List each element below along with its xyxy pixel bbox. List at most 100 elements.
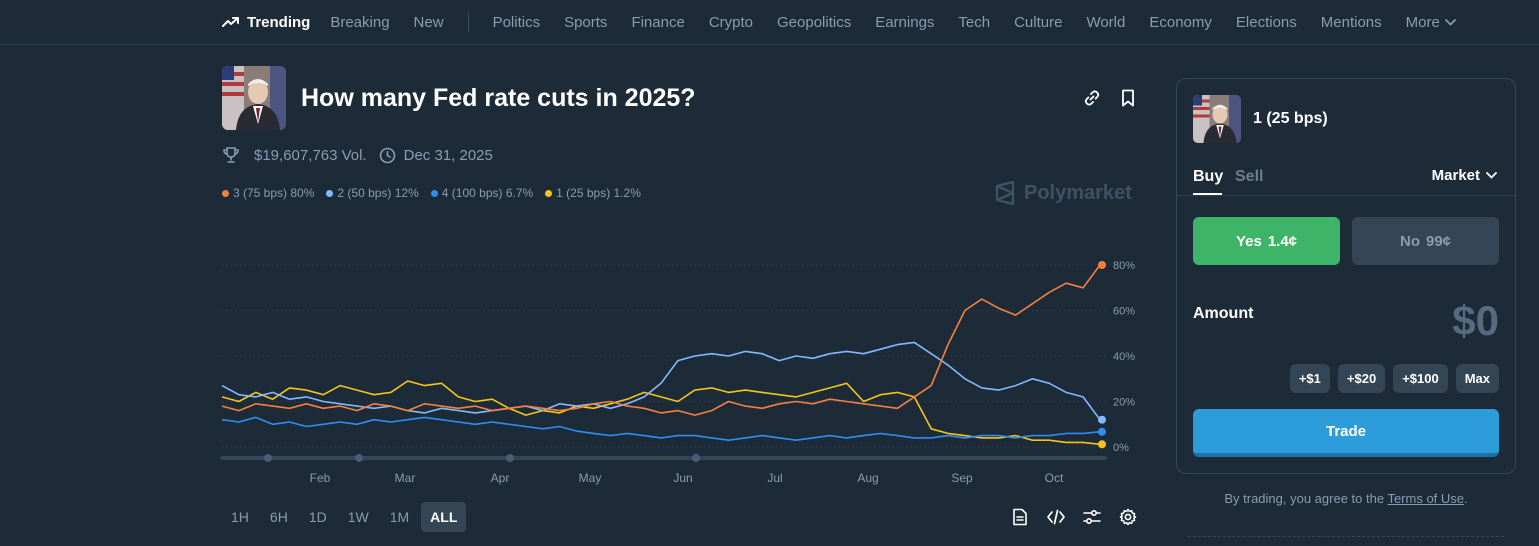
nav-elections[interactable]: Elections	[1235, 13, 1297, 31]
top-nav: Trending Breaking New Politics Sports Fi…	[0, 0, 1539, 45]
panel-bottom-divider	[1188, 536, 1504, 537]
nav-more[interactable]: More	[1406, 14, 1456, 31]
x-tick-label: Oct	[1045, 471, 1064, 485]
nav-trending[interactable]: Trending	[222, 14, 310, 31]
series-end-point	[1098, 261, 1106, 269]
series-line	[221, 380, 1101, 446]
trade-button[interactable]: Trade	[1193, 409, 1499, 457]
nav-sports[interactable]: Sports	[564, 13, 608, 31]
embed-button[interactable]	[1045, 506, 1067, 528]
legend-dot	[222, 189, 229, 197]
x-tick-label: Mar	[395, 471, 416, 485]
no-label: No	[1399, 232, 1420, 250]
trending-icon	[222, 17, 239, 27]
legend-item: 4 (100 bps) 6.7%	[430, 186, 533, 200]
quick-amounts: +$1 +$20 +$100 Max	[1282, 364, 1499, 393]
tab-sell[interactable]: Sell	[1235, 168, 1264, 185]
x-tick-label: Jul	[767, 471, 782, 485]
clock-icon	[379, 147, 395, 163]
nav-politics[interactable]: Politics	[492, 13, 541, 31]
nav-culture[interactable]: Culture	[1014, 13, 1063, 31]
yes-price: 1.4¢	[1267, 232, 1298, 250]
outcome-title: 1 (25 bps)	[1253, 110, 1328, 127]
y-tick-label: 60%	[1113, 306, 1135, 318]
copy-link-button[interactable]	[1081, 87, 1103, 109]
market-end-date: Dec 31, 2025	[403, 146, 493, 164]
legend-dot	[326, 189, 334, 197]
series-end-point	[1098, 440, 1106, 449]
nav-more-label: More	[1405, 13, 1440, 31]
nav-finance[interactable]: Finance	[631, 13, 685, 31]
polymarket-watermark: Polymarket	[994, 181, 1132, 205]
panel-divider	[1177, 195, 1515, 196]
nav-mentions[interactable]: Mentions	[1320, 13, 1382, 31]
x-axis-marker	[692, 454, 700, 462]
nav-earnings[interactable]: Earnings	[875, 13, 935, 31]
amount-label: Amount	[1193, 305, 1254, 322]
terms-prefix: By trading, you agree to the	[1224, 491, 1385, 506]
legend-dot	[545, 189, 553, 197]
nav-breaking[interactable]: Breaking	[330, 13, 390, 31]
time-button-1m[interactable]: 1M	[389, 509, 410, 525]
y-tick-label: 40%	[1113, 351, 1135, 363]
code-icon	[1047, 509, 1065, 525]
time-button-1d[interactable]: 1D	[308, 509, 327, 525]
yes-button[interactable]: Yes 1.4¢	[1193, 217, 1340, 265]
chart-settings-button[interactable]	[1117, 506, 1139, 528]
sliders-icon	[1083, 509, 1101, 525]
portrait-image	[222, 66, 286, 130]
series-line	[221, 264, 1101, 416]
no-button[interactable]: No 99¢	[1352, 217, 1499, 265]
nav-crypto[interactable]: Crypto	[708, 13, 753, 31]
order-type-label: Market	[1431, 167, 1480, 184]
portrait-image	[1193, 95, 1241, 143]
nav-geopolitics[interactable]: Geopolitics	[777, 13, 852, 31]
bookmark-icon	[1122, 89, 1134, 107]
no-price: 99¢	[1425, 232, 1452, 250]
nav-world[interactable]: World	[1086, 13, 1126, 31]
y-tick-label: 0%	[1113, 442, 1129, 454]
document-icon	[1013, 508, 1027, 526]
y-tick-label: 80%	[1113, 260, 1135, 272]
polymarket-logo-icon	[995, 181, 1015, 205]
nav-economy[interactable]: Economy	[1149, 13, 1212, 31]
time-button-1w[interactable]: 1W	[347, 509, 369, 525]
tab-buy-indicator	[1193, 193, 1222, 195]
rules-button[interactable]	[1009, 506, 1031, 528]
outcome-image	[1193, 95, 1241, 143]
price-chart[interactable]: 80% 60% 40% 20% 0% Feb Mar Apr May Jun Jul Aug Sep Oc…	[0, 0, 1160, 500]
x-axis-marker	[264, 454, 272, 462]
legend-dot	[430, 189, 438, 197]
market-meta: $19,607,763 Vol. Dec 31, 2025	[222, 146, 493, 164]
quick-amount-20-button[interactable]: +$20	[1337, 364, 1386, 393]
time-button-1h[interactable]: 1H	[231, 509, 249, 525]
x-tick-label: May	[579, 471, 602, 485]
quick-amount-100-button[interactable]: +$100	[1393, 364, 1448, 393]
nav-new[interactable]: New	[413, 13, 444, 31]
quick-amount-1-button[interactable]: +$1	[1289, 364, 1330, 393]
trade-panel: 1 (25 bps) Buy Sell Market Yes 1.4¢ No 9…	[1176, 78, 1516, 474]
series-end-point	[1098, 415, 1106, 424]
y-tick-label: 20%	[1113, 397, 1135, 409]
chevron-down-icon	[1486, 172, 1497, 179]
time-button-all[interactable]: ALL	[421, 502, 467, 532]
tab-buy[interactable]: Buy	[1193, 168, 1224, 185]
nav-tech[interactable]: Tech	[958, 13, 991, 31]
legend-item: 2 (50 bps) 12%	[326, 186, 419, 200]
nav-bar: Trending Breaking New Politics Sports Fi…	[222, 0, 1480, 44]
order-type-dropdown[interactable]: Market	[1432, 167, 1497, 184]
series-end-point	[1098, 427, 1106, 436]
time-button-6h[interactable]: 6H	[269, 509, 288, 525]
market-title: How many Fed rate cuts in 2025?	[301, 84, 696, 112]
amount-input[interactable]: $0	[1452, 297, 1499, 344]
chart-filter-button[interactable]	[1081, 506, 1103, 528]
bookmark-button[interactable]	[1117, 87, 1139, 109]
x-tick-label: Sep	[951, 471, 973, 485]
terms-note: By trading, you agree to the Terms of Us…	[1176, 491, 1516, 506]
terms-of-use-link[interactable]: Terms of Use	[1387, 491, 1465, 506]
quick-amount-max-button[interactable]: Max	[1455, 364, 1499, 393]
market-image	[222, 66, 286, 130]
chevron-down-icon	[1444, 18, 1456, 26]
nav-divider	[467, 12, 469, 32]
legend-item: 3 (75 bps) 80%	[222, 186, 314, 200]
